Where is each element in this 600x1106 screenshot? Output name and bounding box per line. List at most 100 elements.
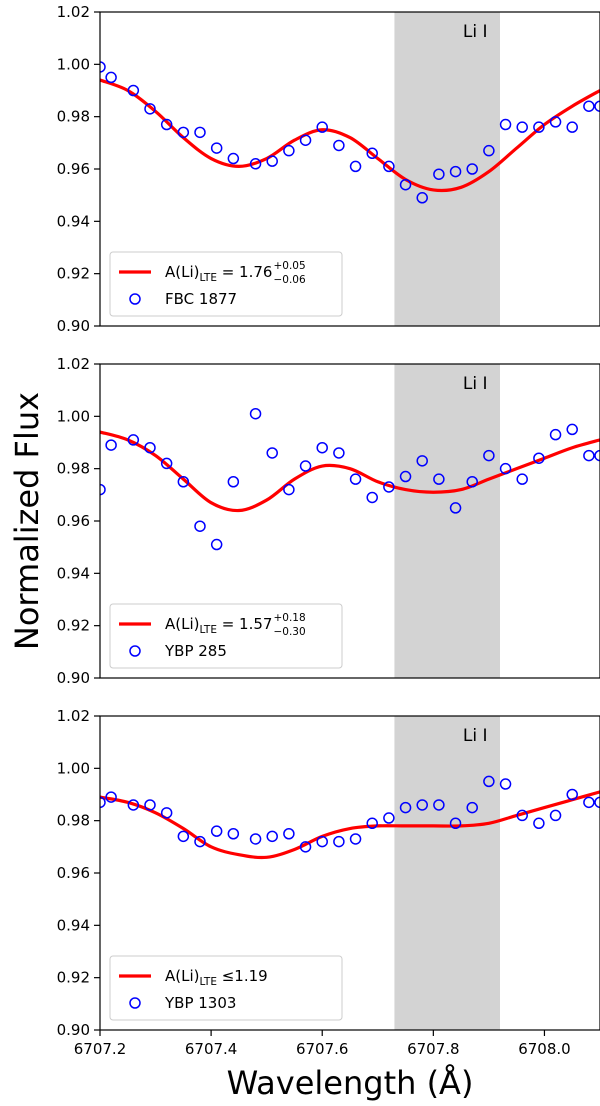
observed-point bbox=[466, 476, 478, 488]
x-axis-title: Wavelength (Å) bbox=[227, 1064, 474, 1102]
observed-point bbox=[210, 538, 223, 551]
y-axis-title: Normalized Flux bbox=[8, 392, 46, 650]
y-tick-label: 0.92 bbox=[57, 969, 90, 987]
data-layer bbox=[100, 61, 600, 204]
observed-point bbox=[449, 165, 462, 178]
y-tick-label: 0.98 bbox=[57, 108, 90, 126]
observed-point bbox=[349, 160, 362, 173]
observed-point bbox=[333, 139, 345, 152]
x-tick-label: 6707.6 bbox=[296, 1040, 349, 1058]
observed-point bbox=[249, 158, 262, 170]
li-band-shade bbox=[394, 716, 500, 1030]
observed-point bbox=[194, 126, 206, 139]
observed-point bbox=[249, 833, 262, 845]
li-band-label: Li I bbox=[463, 726, 488, 746]
legend-uncertainty-minus: −0.06 bbox=[273, 274, 305, 286]
model-line bbox=[100, 790, 600, 860]
legend-line-label: A(Li)LTE ≤1.19 bbox=[165, 967, 268, 988]
legend-point-swatch bbox=[129, 997, 141, 1009]
observed-point bbox=[433, 168, 445, 180]
li-band-label: Li I bbox=[463, 22, 488, 42]
observed-point bbox=[516, 473, 528, 485]
observed-point bbox=[549, 809, 562, 822]
observed-point bbox=[299, 460, 312, 472]
panel-3: Li I 0.90 0.92 0.94 0.96 0.98 1.00 1.02 6707.2 67… bbox=[57, 707, 600, 1058]
legend-point-swatch bbox=[129, 645, 141, 657]
legend-point-label: FBC 1877 bbox=[165, 290, 237, 308]
y-tick-label: 0.92 bbox=[57, 617, 90, 635]
y-tick-label: 0.96 bbox=[57, 864, 90, 882]
model-line bbox=[100, 78, 600, 193]
observed-point bbox=[127, 434, 140, 446]
panel-1: Li I 0.90 0.92 0.94 0.96 0.98 1.00 1.02 A(Li)LTE… bbox=[57, 3, 600, 335]
observed-point bbox=[383, 160, 395, 173]
observed-point bbox=[283, 144, 295, 157]
observed-point bbox=[533, 121, 545, 133]
y-tick-label: 0.90 bbox=[57, 317, 90, 335]
observed-point bbox=[449, 502, 462, 514]
x-tick-label: 6707.4 bbox=[185, 1040, 238, 1058]
observed-point bbox=[483, 775, 495, 788]
y-tick-label: 0.94 bbox=[57, 916, 90, 934]
observed-point bbox=[333, 835, 345, 848]
y-tick-label: 0.96 bbox=[57, 512, 90, 530]
observed-point bbox=[583, 100, 595, 112]
observed-point bbox=[499, 778, 512, 790]
observed-point bbox=[194, 520, 206, 532]
legend-line-label: A(Li)LTE = 1.57 bbox=[165, 615, 272, 636]
y-tick-label: 1.02 bbox=[57, 355, 90, 373]
data-layer bbox=[100, 407, 600, 551]
observed-point bbox=[383, 812, 395, 824]
observed-point bbox=[105, 791, 117, 803]
observed-point bbox=[533, 452, 545, 464]
observed-point bbox=[144, 799, 156, 811]
observed-point bbox=[549, 428, 562, 441]
observed-point bbox=[299, 134, 312, 146]
model-line bbox=[100, 430, 600, 513]
observed-point bbox=[566, 121, 578, 133]
observed-point bbox=[160, 807, 173, 819]
observed-point bbox=[227, 476, 240, 488]
observed-point bbox=[366, 147, 378, 160]
observed-point bbox=[160, 118, 173, 131]
observed-point bbox=[466, 163, 478, 175]
legend-box bbox=[109, 603, 343, 669]
observed-point bbox=[594, 100, 600, 112]
y-tick-label: 1.00 bbox=[57, 759, 90, 777]
y-tick-label: 1.02 bbox=[57, 707, 90, 725]
observed-point bbox=[583, 449, 595, 462]
observed-point bbox=[399, 801, 412, 814]
li-band-shade bbox=[394, 12, 500, 326]
legend: A(Li)LTE = 1.76 +0.05 −0.06 FBC 1877 bbox=[109, 251, 343, 317]
observed-point bbox=[249, 407, 262, 420]
legend: A(Li)LTE = 1.57 +0.18 −0.30 YBP 285 bbox=[109, 603, 343, 669]
panel-2: Li I 0.90 0.92 0.94 0.96 0.98 1.00 1.02 A(Li)LTE… bbox=[57, 355, 600, 687]
observed-point bbox=[416, 799, 428, 811]
observed-point bbox=[416, 192, 428, 204]
y-tick-label: 0.94 bbox=[57, 212, 90, 230]
observed-point bbox=[105, 71, 117, 84]
observed-point bbox=[499, 462, 512, 475]
legend: A(Li)LTE ≤1.19 YBP 1303 bbox=[109, 955, 343, 1021]
y-tick-label: 0.96 bbox=[57, 160, 90, 178]
observed-point bbox=[299, 841, 312, 853]
observed-point bbox=[449, 817, 462, 830]
observed-point bbox=[583, 796, 595, 809]
observed-point bbox=[316, 835, 328, 848]
y-tick-label: 1.00 bbox=[57, 55, 90, 73]
legend-point-label: YBP 1303 bbox=[164, 994, 236, 1012]
observed-point bbox=[516, 809, 528, 822]
observed-point bbox=[105, 439, 117, 451]
observed-point bbox=[433, 473, 445, 485]
observed-point bbox=[210, 142, 223, 154]
li-band-shade bbox=[394, 364, 500, 678]
observed-point bbox=[433, 799, 445, 811]
observed-point bbox=[349, 833, 362, 845]
observed-point bbox=[194, 835, 206, 848]
observed-point bbox=[283, 828, 295, 840]
observed-point bbox=[566, 423, 578, 436]
observed-point bbox=[100, 483, 106, 496]
observed-point bbox=[399, 470, 412, 483]
observed-point bbox=[399, 178, 412, 191]
